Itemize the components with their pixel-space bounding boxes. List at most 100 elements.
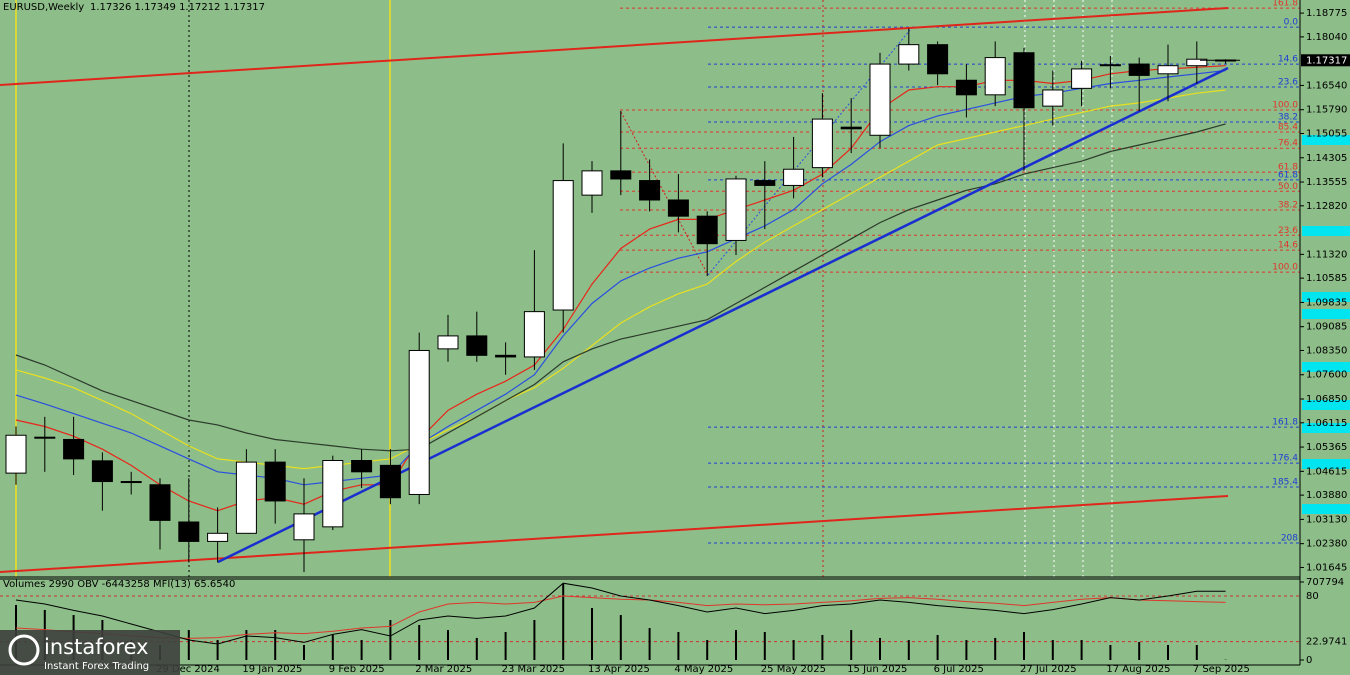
fib-label: 23.6 bbox=[1278, 78, 1298, 88]
y-tick-label: 1.03130 bbox=[1306, 514, 1347, 525]
fib-label: 61.8 bbox=[1278, 163, 1298, 173]
x-tick-label: 25 May 2025 bbox=[761, 664, 826, 675]
candle-body bbox=[322, 459, 344, 528]
y-tick-label: 1.03880 bbox=[1306, 490, 1347, 501]
candle-body bbox=[1099, 64, 1121, 67]
candle-body bbox=[754, 180, 776, 186]
channel-line bbox=[0, 495, 1229, 573]
level-tag bbox=[1302, 504, 1350, 514]
y2-tick-label: 80 bbox=[1306, 591, 1319, 602]
fib-label: 38.2 bbox=[1278, 201, 1298, 211]
candle-body bbox=[466, 335, 488, 356]
candle-body bbox=[1186, 58, 1208, 67]
candle-body bbox=[34, 436, 56, 439]
candle-body bbox=[5, 434, 27, 474]
candles bbox=[5, 28, 1237, 573]
y-tick-label: 1.09085 bbox=[1306, 322, 1347, 333]
fib-label: 14.6 bbox=[1278, 55, 1298, 65]
fib-label: 100.0 bbox=[1272, 263, 1298, 273]
y-tick-label: 1.06115 bbox=[1306, 418, 1347, 429]
y-tick-label: 1.01645 bbox=[1306, 562, 1347, 573]
y-tick-label: 1.11320 bbox=[1306, 249, 1347, 260]
level-tag bbox=[1302, 459, 1350, 469]
x-tick-label: 17 Aug 2025 bbox=[1106, 664, 1170, 675]
candle-body bbox=[178, 521, 200, 542]
candle-body bbox=[1013, 52, 1035, 109]
fib-label: 100.0 bbox=[1272, 101, 1298, 111]
last-price-tag bbox=[1301, 54, 1350, 67]
logo-icon bbox=[8, 634, 40, 666]
candle-body bbox=[927, 44, 949, 75]
y-tick-label: 1.13555 bbox=[1306, 177, 1347, 188]
candle-body bbox=[725, 178, 747, 241]
y-tick-label: 1.16540 bbox=[1306, 80, 1347, 91]
x-tick-label: 13 Apr 2025 bbox=[588, 664, 650, 675]
x-tick-label: 4 May 2025 bbox=[674, 664, 733, 675]
candle-body bbox=[149, 484, 171, 521]
fib-label: 0.0 bbox=[1284, 18, 1299, 28]
y-tick-label: 1.15790 bbox=[1306, 105, 1347, 116]
candle-body bbox=[639, 180, 661, 201]
fib-label: 50.0 bbox=[1278, 182, 1298, 192]
candle-body bbox=[235, 461, 257, 534]
candle-body bbox=[610, 170, 632, 180]
fib-label: 76.4 bbox=[1278, 139, 1298, 149]
fib-label: 208 bbox=[1281, 534, 1298, 544]
x-tick-label: 6 Jul 2025 bbox=[934, 664, 984, 675]
candle-body bbox=[840, 126, 862, 130]
x-tick-label: 9 Feb 2025 bbox=[329, 664, 385, 675]
candle-body bbox=[552, 180, 574, 311]
candle-body bbox=[523, 311, 545, 358]
channel-line bbox=[0, 7, 1229, 86]
candle-body bbox=[955, 79, 977, 96]
y-tick-label: 0 bbox=[1306, 655, 1312, 666]
candle-body bbox=[120, 481, 142, 484]
candle-body bbox=[264, 461, 286, 502]
candle-body bbox=[984, 57, 1006, 96]
last-price-label: 1.17317 bbox=[1306, 55, 1347, 66]
x-tick-label: 2 Mar 2025 bbox=[415, 664, 472, 675]
candle-body bbox=[408, 349, 430, 495]
fibonacci: 161.8 100.0 85.4 76.4 61.8 50.0 38.2 23.6 14.6 10… bbox=[620, 0, 1300, 544]
y-tick-label: 1.15055 bbox=[1306, 128, 1347, 139]
fib-label: 185.4 bbox=[1272, 478, 1298, 488]
y-tick-label: 1.04615 bbox=[1306, 466, 1347, 477]
fib-label: 85.4 bbox=[1278, 123, 1298, 133]
indicator-title: Volumes 2990 OBV -6443258 MFI(13) 65.654… bbox=[3, 579, 235, 590]
y-tick-label: 1.07600 bbox=[1306, 370, 1347, 381]
x-tick-label: 23 Mar 2025 bbox=[502, 664, 565, 675]
candle-body bbox=[63, 438, 85, 460]
axis-highlights bbox=[1302, 135, 1350, 514]
candle-body bbox=[293, 513, 315, 541]
fib-label: 14.6 bbox=[1278, 241, 1298, 251]
candle-body bbox=[437, 335, 459, 350]
y-tick-label: 1.10585 bbox=[1306, 273, 1347, 284]
y-tick-label: 707794 bbox=[1306, 577, 1344, 588]
level-tag bbox=[1302, 226, 1350, 236]
candle-body bbox=[1157, 65, 1179, 75]
x-tick-label: 7 Sep 2025 bbox=[1193, 664, 1250, 675]
candle-body bbox=[1071, 68, 1093, 89]
candle-body bbox=[207, 532, 229, 542]
candle-body bbox=[811, 118, 833, 169]
x-tick-label: 19 Jan 2025 bbox=[242, 664, 302, 675]
candle-body bbox=[379, 464, 401, 499]
y-tick-label: 1.12820 bbox=[1306, 201, 1347, 212]
brand-tagline: Instant Forex Trading bbox=[44, 661, 149, 672]
candle-body bbox=[1128, 63, 1150, 76]
y-tick-label: 1.18040 bbox=[1306, 32, 1347, 43]
candle-body bbox=[495, 354, 517, 358]
y-tick-label: 1.18775 bbox=[1306, 8, 1347, 19]
indicator-line bbox=[15, 595, 1226, 639]
candle-body bbox=[696, 215, 718, 245]
candle-body bbox=[898, 44, 920, 65]
chart-title: EURUSD,Weekly bbox=[3, 2, 84, 13]
fib-label: 161.8 bbox=[1272, 418, 1298, 428]
fib-label: 23.6 bbox=[1278, 226, 1298, 236]
fib-label: 38.2 bbox=[1278, 113, 1298, 123]
candle-body bbox=[1042, 89, 1064, 107]
candle-body bbox=[581, 170, 603, 196]
level-tag bbox=[1302, 423, 1350, 433]
y-tick-label: 1.08350 bbox=[1306, 345, 1347, 356]
